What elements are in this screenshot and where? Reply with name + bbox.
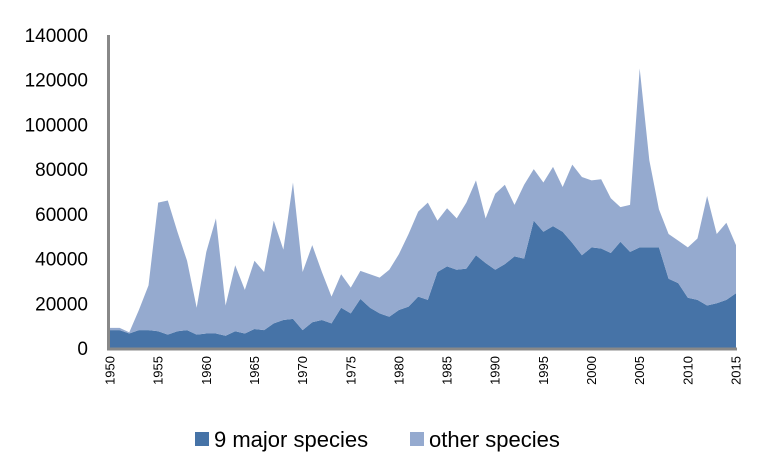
- y-tick-label: 40000: [35, 250, 88, 271]
- plot-areas: [110, 68, 736, 348]
- y-tick-label: 140000: [25, 26, 88, 47]
- legend-label-major: 9 major species: [214, 427, 368, 452]
- x-tick-label: 1970: [295, 356, 310, 385]
- area-series-major-species: [110, 220, 736, 348]
- y-tick-label: 100000: [25, 115, 88, 136]
- y-tick-label: 60000: [35, 205, 88, 226]
- y-tick-labels: 0 20000 40000 60000 80000 100000 120000 140000: [25, 26, 88, 360]
- legend-swatch-major: [195, 432, 209, 446]
- y-tick-label: 0: [77, 339, 88, 360]
- x-tick-labels: 1950 1955 1960 1965 1970 1975 1980 1985 1990 1995…: [103, 356, 744, 385]
- x-tick-label: 1960: [199, 356, 214, 385]
- x-tick-label: 1950: [103, 356, 118, 385]
- x-tick-label: 1990: [488, 356, 503, 385]
- legend: 9 major species other species: [195, 427, 560, 452]
- area-series-other-species: [110, 68, 736, 336]
- x-tick-label: 2015: [729, 356, 744, 385]
- y-tick-label: 20000: [35, 294, 88, 315]
- legend-label-other: other species: [429, 427, 560, 452]
- y-tick-label: 120000: [25, 71, 88, 92]
- legend-swatch-other: [410, 432, 424, 446]
- x-tick-label: 1995: [536, 356, 551, 385]
- x-tick-label: 1980: [391, 356, 406, 385]
- x-tick-label: 1975: [343, 356, 358, 385]
- x-tick-label: 1965: [247, 356, 262, 385]
- x-tick-label: 1985: [440, 356, 455, 385]
- x-tick-label: 2005: [632, 356, 647, 385]
- y-tick-label: 80000: [35, 160, 88, 181]
- x-tick-label: 2000: [584, 356, 599, 385]
- x-tick-label: 2010: [680, 356, 695, 385]
- x-tick-label: 1955: [151, 356, 166, 385]
